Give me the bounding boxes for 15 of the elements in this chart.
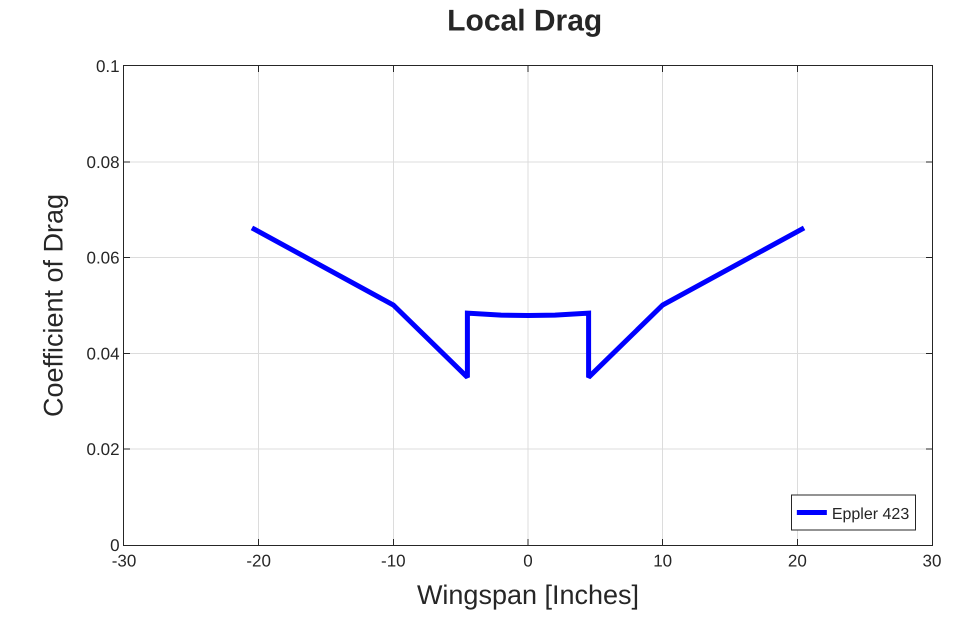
y-axis-title: Coefficient of Drag <box>38 194 69 418</box>
x-tick-label: 10 <box>653 551 672 570</box>
x-tick-label: -10 <box>381 551 406 570</box>
x-tick-label: 20 <box>788 551 807 570</box>
x-tick-label: -20 <box>246 551 271 570</box>
y-tick-label: 0.1 <box>96 56 120 76</box>
chart-title: Local Drag <box>447 4 602 38</box>
x-tick-label: 30 <box>922 551 942 570</box>
y-tick-label: 0.02 <box>86 440 120 460</box>
y-tick-label: 0.08 <box>86 152 120 172</box>
y-tick-label: 0.06 <box>86 248 120 268</box>
x-tick-label: 0 <box>523 551 533 570</box>
x-axis-title: Wingspan [Inches] <box>416 580 640 610</box>
legend-label: Eppler 423 <box>832 506 910 523</box>
y-tick-label: 0.04 <box>86 344 120 364</box>
